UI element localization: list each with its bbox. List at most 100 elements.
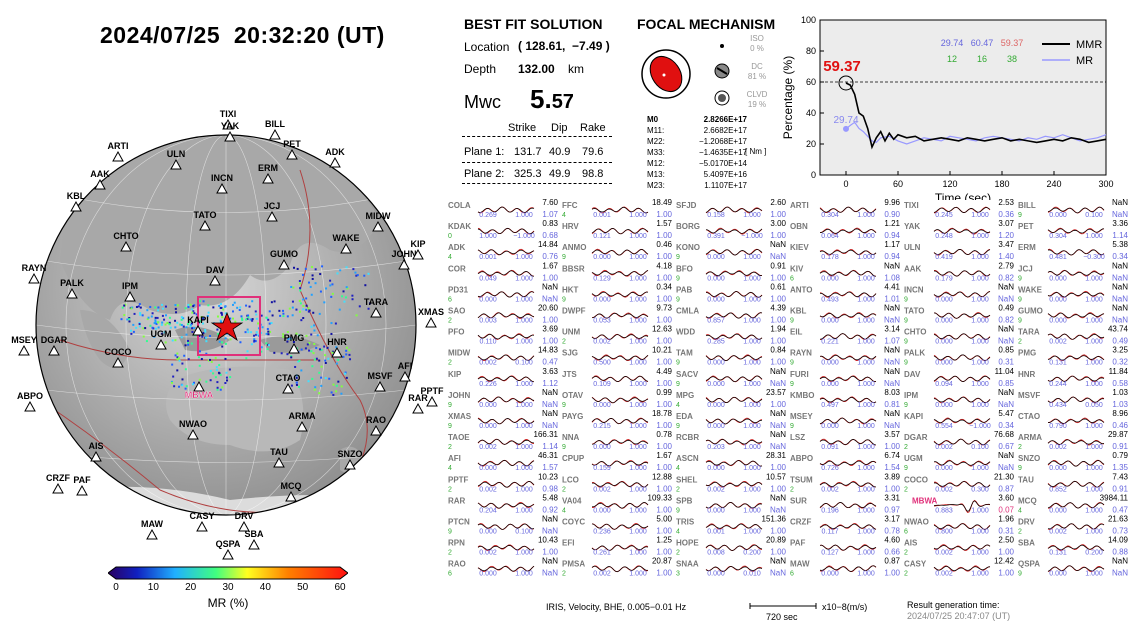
waveform-cell: RAYN NaN 9 0.000 1.000 NaN bbox=[790, 346, 900, 367]
waveform-cell: AAK 2.79 0.179 1.000 0.82 bbox=[904, 261, 1015, 282]
station-amplitude: 0.78 bbox=[656, 430, 672, 439]
observed-trace bbox=[477, 481, 535, 488]
observed-trace bbox=[591, 397, 649, 404]
mr-cell bbox=[229, 317, 232, 320]
mr-cell bbox=[229, 338, 232, 341]
station-amplitude: 12.88 bbox=[652, 472, 673, 481]
station-tau: TAU bbox=[270, 447, 288, 468]
station-weight: 1.000 bbox=[515, 465, 533, 472]
station-gumo: GUMO bbox=[270, 249, 298, 270]
plane2-strike: 325.3 bbox=[514, 168, 542, 180]
station-weight: 1.000 bbox=[515, 423, 533, 430]
svg-text:KIP: KIP bbox=[410, 239, 425, 249]
station-code: CPUP bbox=[562, 454, 585, 463]
station-weight: 1.000 bbox=[971, 402, 989, 409]
mr-cell bbox=[130, 332, 133, 335]
station-misfit: 0.002 bbox=[1049, 444, 1067, 451]
waveform-cell: SUR 3.31 0.196 1.000 0.97 bbox=[790, 493, 901, 514]
mr-cell bbox=[164, 341, 167, 344]
mr-cell bbox=[364, 284, 367, 287]
station-weight: 1.000 bbox=[629, 360, 647, 367]
mr-cell bbox=[226, 379, 229, 382]
station-qspa: QSPA bbox=[216, 539, 241, 560]
mr-cell bbox=[176, 369, 179, 372]
station-quality: 9 bbox=[1018, 318, 1022, 325]
station-misfit: 0.129 bbox=[593, 275, 611, 282]
station-weight: 1.000 bbox=[515, 571, 533, 578]
mr-cell bbox=[245, 357, 248, 360]
station-amplitude: 3.47 bbox=[998, 240, 1014, 249]
station-amplitude: 21.30 bbox=[994, 472, 1015, 481]
station-quality: 9 bbox=[904, 360, 908, 367]
station-misfit: 0.158 bbox=[707, 212, 725, 219]
station-amplitude: 8.03 bbox=[884, 388, 900, 397]
mr-cell bbox=[311, 277, 314, 280]
mr-cell bbox=[154, 320, 157, 323]
waveform-cell: KIV NaN 6 0.000 1.000 1.08 bbox=[790, 261, 901, 282]
station-amplitude: NaN bbox=[998, 388, 1014, 397]
observed-trace bbox=[705, 271, 763, 276]
mr-cell bbox=[145, 340, 148, 343]
x-tick-label: 120 bbox=[942, 179, 957, 189]
mr-cell bbox=[313, 329, 316, 332]
observed-trace bbox=[933, 249, 991, 256]
station-code: PD31 bbox=[448, 285, 469, 294]
station-amplitude: 0.49 bbox=[998, 304, 1014, 313]
iso-label: ISO bbox=[750, 34, 764, 43]
station-code: INCN bbox=[904, 285, 924, 294]
mr-cell bbox=[286, 340, 289, 343]
station-tato: TATO bbox=[194, 210, 217, 231]
mr-cell bbox=[157, 309, 160, 312]
mr-cell bbox=[241, 317, 244, 320]
mr-cell bbox=[326, 346, 329, 349]
observed-trace bbox=[705, 375, 763, 383]
mr-cell bbox=[302, 304, 305, 307]
station-dgar: DGAR bbox=[41, 335, 68, 356]
mr-cell bbox=[201, 322, 204, 325]
waveform-cell: PAB 0.61 9 0.000 1.000 1.00 bbox=[676, 282, 787, 303]
mr-cell bbox=[153, 335, 156, 338]
station-quality: 4 bbox=[676, 465, 680, 472]
station-code: MAW bbox=[790, 560, 810, 569]
station-code: RAO bbox=[448, 560, 466, 569]
mr-cell bbox=[302, 317, 305, 320]
observed-trace bbox=[705, 418, 763, 425]
svg-text:NWAO: NWAO bbox=[179, 419, 207, 429]
mr-cell bbox=[182, 325, 185, 328]
y-tick-label: 20 bbox=[806, 139, 816, 149]
mr-cell bbox=[247, 331, 250, 334]
waveform-cell: KONO NaN 9 0.000 1.000 NaN bbox=[676, 240, 786, 261]
station-amplitude: NaN bbox=[1112, 261, 1128, 270]
mr-cell bbox=[310, 293, 313, 296]
station-code: BILL bbox=[1018, 201, 1036, 210]
station-amplitude: 23.57 bbox=[766, 388, 787, 397]
station-misfit: 0.002 bbox=[479, 550, 497, 557]
result-time-label: Result generation time: bbox=[907, 600, 1000, 610]
mr-cell bbox=[161, 321, 164, 324]
mr-cell bbox=[130, 307, 133, 310]
mr-cell bbox=[222, 308, 225, 311]
station-quality: 6 bbox=[448, 296, 452, 303]
mr-cell bbox=[123, 304, 126, 307]
mr-cell bbox=[267, 333, 270, 336]
mr-cell bbox=[313, 388, 316, 391]
svg-text:PMG: PMG bbox=[284, 333, 305, 343]
mr-cell bbox=[236, 306, 239, 309]
station-code: SAO bbox=[448, 307, 465, 316]
station-weight: 1.000 bbox=[857, 550, 875, 557]
mr-cell bbox=[354, 271, 357, 274]
mr-cell bbox=[260, 331, 263, 334]
mr-cell bbox=[177, 357, 180, 360]
station-quality: 9 bbox=[904, 296, 908, 303]
station-amplitude: 12.63 bbox=[652, 325, 673, 334]
waveform-cell: KIEV 1.17 0.178 1.000 0.94 bbox=[790, 240, 901, 261]
station-weight: 1.000 bbox=[1085, 275, 1103, 282]
waveform-cell: PPTF 10.23 2 0.002 1.000 0.98 bbox=[448, 472, 559, 493]
svg-text:WAKE: WAKE bbox=[333, 233, 360, 243]
station-amplitude: 7.60 bbox=[542, 198, 558, 207]
station-code: TATO bbox=[904, 307, 924, 316]
station-misfit: 0.000 bbox=[1049, 212, 1067, 219]
y-tick-label: 0 bbox=[811, 170, 816, 180]
mr-cell bbox=[187, 358, 190, 361]
mr-cell bbox=[334, 322, 337, 325]
